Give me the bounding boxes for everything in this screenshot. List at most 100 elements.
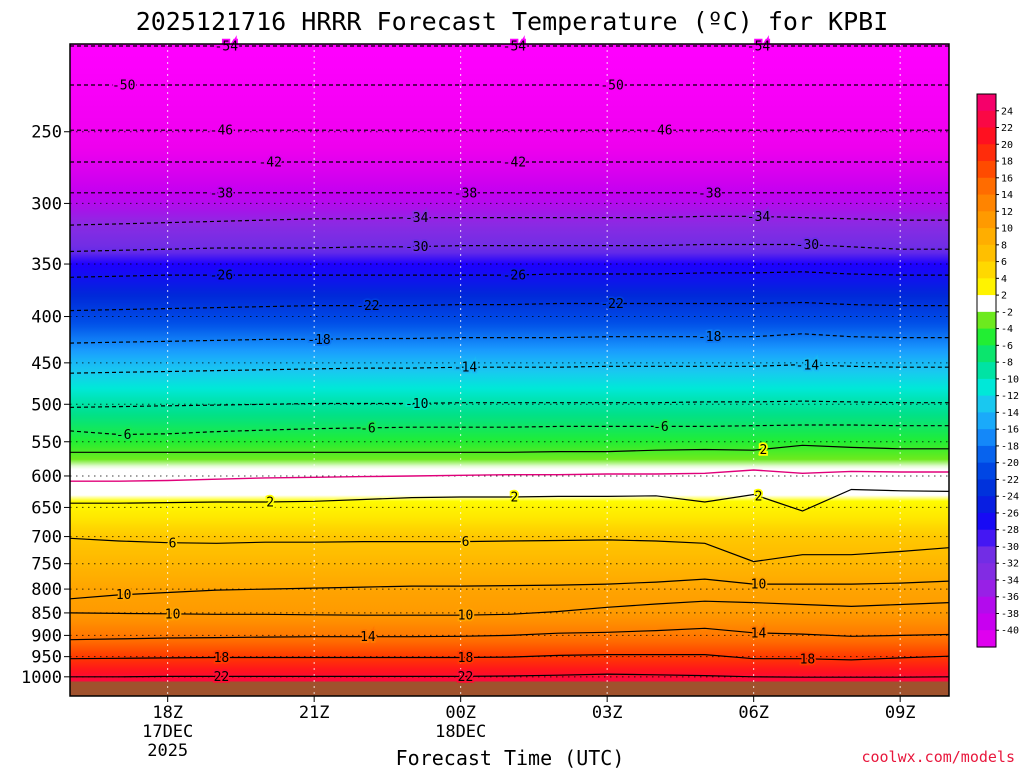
contour-lines: -54 -54 -54 -50 -50 -46 -46 -42 -42 -38 -38 -38 -34 -…: [69, 38, 950, 687]
colorbar-frame: [976, 93, 997, 648]
colorbar-swatch: [977, 445, 996, 464]
colorbar-swatch: [977, 496, 996, 514]
colorbar-label: 2: [1001, 291, 1007, 302]
colorbar-swatch: [977, 345, 996, 363]
contour-label: 6: [169, 536, 177, 551]
contour-line: [69, 600, 950, 616]
y-tick-label: 750: [31, 555, 62, 575]
plot-frame: [69, 43, 950, 697]
colorbar-swatch: [977, 546, 996, 564]
contour-label: -6: [116, 428, 132, 443]
contour-line: [69, 537, 950, 563]
colorbar-swatch: [977, 579, 996, 598]
contour-line: [70, 469, 949, 482]
contour-label: -18: [698, 330, 721, 345]
colorbar-label: -30: [1001, 542, 1019, 553]
contour-label: -42: [503, 156, 526, 171]
colorbar-label: -26: [1001, 508, 1019, 519]
temperature-fill: [70, 44, 949, 696]
contour-label: 10: [458, 609, 474, 624]
contour-label: -14: [454, 361, 478, 376]
y-tick-label: 900: [31, 626, 62, 646]
contour-label: -38: [698, 186, 721, 201]
contour-label: 18: [800, 652, 816, 667]
colorbar-label: 16: [1001, 173, 1013, 184]
colorbar-label: -12: [1001, 391, 1019, 402]
colorbar-swatch: [977, 177, 996, 196]
colorbar-label: -28: [1001, 525, 1019, 536]
contour-label: -6: [360, 421, 376, 436]
contour-label: -18: [307, 333, 330, 348]
x-tick-label: 06Z: [738, 703, 769, 723]
contour-label: -10: [405, 397, 428, 412]
y-tick-label: 650: [31, 498, 62, 518]
ground-fill: [70, 681, 949, 696]
colorbar-label: -38: [1001, 609, 1019, 620]
contour-label: 22: [214, 670, 230, 685]
contour-label: 18: [214, 651, 230, 666]
contour-label: -14: [796, 358, 820, 373]
colorbar-swatch: [977, 462, 996, 481]
colorbar-label: -40: [1001, 626, 1019, 637]
contour-label: -26: [503, 269, 526, 284]
colorbar-label: -22: [1001, 475, 1019, 486]
colorbar-swatch: [977, 613, 996, 631]
contour-label: -46: [649, 124, 672, 139]
x-axis-label: Forecast Time (UTC): [396, 746, 625, 768]
contour-label: -22: [356, 299, 379, 314]
contour-line: [69, 627, 950, 641]
colorbar-label: -34: [1001, 576, 1019, 587]
contour-label: -54: [747, 40, 771, 55]
y-tick-label: 850: [31, 604, 62, 624]
contour-label: -22: [600, 297, 623, 312]
y-tick-label: 350: [31, 255, 62, 275]
colorbar-swatch: [977, 328, 996, 346]
x-tick-sublabel: 2025: [147, 741, 188, 761]
x-tick-label: 03Z: [592, 703, 623, 723]
colorbar-swatch: [977, 563, 996, 581]
y-tick-label: 250: [31, 123, 62, 143]
colorbar-swatch: [977, 529, 996, 548]
colorbar-label: -10: [1001, 374, 1019, 385]
y-tick-label: 550: [31, 433, 62, 453]
colorbar-swatch: [977, 429, 996, 447]
colorbar-swatch: [977, 94, 996, 112]
y-tick-label: 800: [31, 580, 62, 600]
plot-area: -54 -54 -54 -50 -50 -46 -46 -42 -42 -38 -38 -38 -34 -…: [69, 38, 950, 697]
colorbar-label: 18: [1001, 157, 1013, 168]
y-tick-label: 950: [31, 648, 62, 668]
y-tick-label: 450: [31, 354, 62, 374]
contour-label: -34: [405, 211, 429, 226]
colorbar-label: 24: [1001, 106, 1013, 117]
y-tick-label: 600: [31, 467, 62, 487]
x-tick-label: 21Z: [299, 703, 330, 723]
colorbar-swatch: [977, 378, 996, 397]
contour-line: [70, 488, 950, 512]
colorbar-label: -14: [1001, 408, 1019, 419]
y-tick-label: 300: [31, 194, 62, 214]
colorbar-label: -8: [1001, 358, 1013, 369]
contour-label: -6: [653, 420, 669, 435]
colorbar-swatch: [977, 512, 996, 531]
colorbar-swatch: [977, 127, 996, 145]
contour-label: 2: [759, 443, 767, 458]
contour-label: 2: [266, 495, 274, 510]
contour-label: 2: [510, 491, 518, 506]
colorbar-swatch: [977, 630, 996, 648]
colorbar-swatch: [977, 194, 996, 212]
x-tick-label: 09Z: [885, 703, 916, 723]
contour-label: -42: [258, 156, 281, 171]
contour-label: -26: [210, 269, 233, 284]
colorbar-swatch: [977, 295, 996, 313]
contour-line: [70, 444, 949, 453]
x-tick-sublabel: 17DEC: [142, 722, 193, 742]
colorbar-label: 4: [1001, 274, 1007, 285]
x-tick-label: 00Z: [445, 703, 476, 723]
contour-label: 18: [458, 651, 474, 666]
contour-line: [69, 578, 950, 600]
contour-label: -46: [210, 124, 233, 139]
colorbar-swatch: [977, 412, 996, 430]
contour-line: [69, 653, 950, 661]
